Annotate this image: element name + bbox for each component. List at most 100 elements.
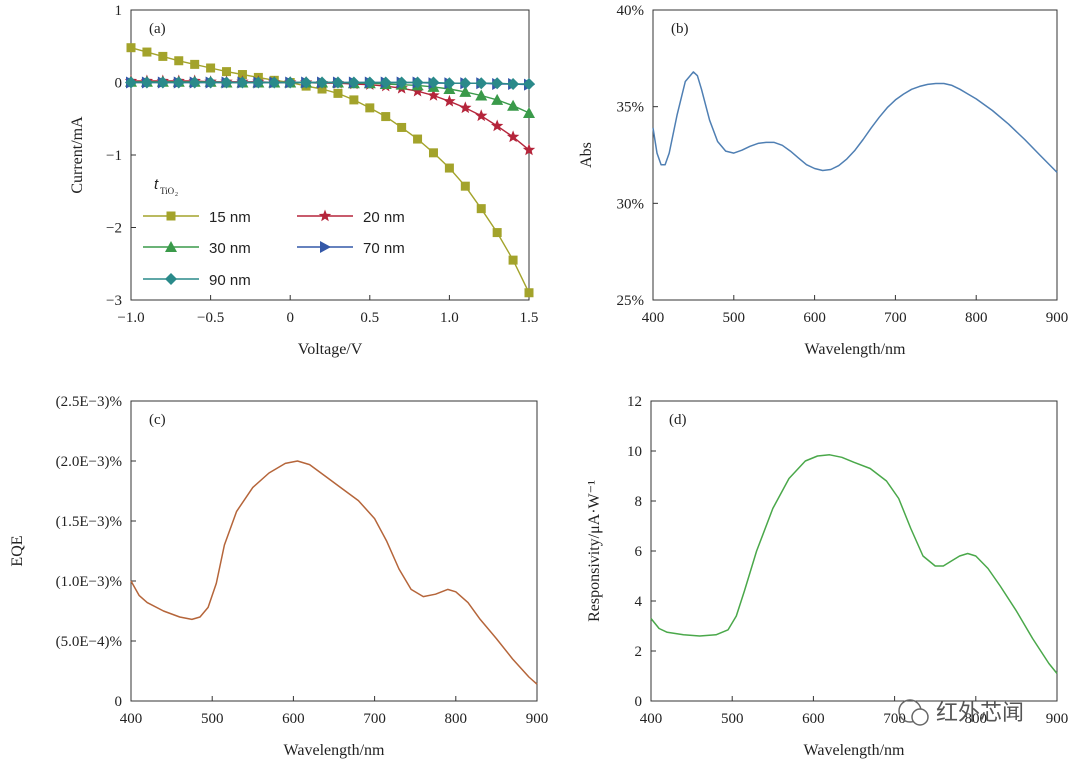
x-axis-label: Wavelength/nm [805, 341, 906, 358]
data-point-triangle [507, 99, 520, 111]
data-point-square [142, 47, 152, 57]
x-tick-label: 1.5 [520, 310, 539, 326]
data-point-square [492, 228, 502, 238]
data-point-square [174, 56, 184, 66]
legend-label: 70 nm [363, 240, 405, 257]
data-point-square [365, 103, 375, 113]
y-tick-label: 40% [617, 3, 645, 19]
data-point-square [349, 95, 359, 105]
data-point-square [397, 122, 407, 132]
y-axis-label: Responsivity/μA·W⁻¹ [586, 480, 603, 622]
data-point-diamond [411, 76, 424, 89]
data-point-square [126, 43, 136, 53]
data-point-square [317, 84, 327, 94]
chart-panel-3: 400 500 600 700 800 900121086420Wavelength/nm… [586, 394, 1068, 759]
data-point-diamond [475, 77, 488, 90]
x-tick-label: 600 [802, 711, 825, 727]
data-point-square [158, 51, 168, 61]
x-tick-label: 0.5 [360, 310, 379, 326]
data-point-star [506, 130, 520, 143]
data-point-diamond [347, 76, 360, 89]
legend-marker-star [318, 209, 332, 222]
y-tick-label: 8 [635, 494, 643, 510]
series-line-0 [130, 460, 538, 685]
data-point-square [508, 255, 518, 265]
data-point-star [491, 119, 504, 132]
legend-marker-diamond [165, 273, 177, 285]
data-point-square [222, 67, 232, 77]
chart-panel-0: −1.0 −0.5 0 0.5 1.0 1.5 1 0 −1 −2 −3 Voltage/V Curre… [69, 3, 538, 358]
chart-panel-1: 400 500 600 700 800 900 40% 35% 30% 25% Wavelength… [578, 3, 1068, 358]
y-tick-label: (1.5E−3)% [56, 514, 122, 530]
plot-frame [130, 400, 538, 702]
y-tick-label: 12 [627, 394, 642, 410]
data-point-star [443, 94, 456, 107]
data-point-diamond [523, 77, 535, 90]
x-axis-label: Voltage/V [298, 341, 363, 358]
panel-label: (c) [149, 412, 166, 428]
data-point-diamond [363, 76, 376, 89]
legend-marker-triangle-right [320, 241, 331, 253]
data-point-triangle [475, 89, 488, 101]
data-point-square [190, 59, 200, 69]
legend-label: 90 nm [209, 272, 251, 289]
data-point-diamond [300, 76, 313, 89]
legend-title-sub: TiO [160, 186, 175, 196]
watermark-text: 红外芯闻 [936, 701, 1024, 726]
chart-panel-2: 400 500 600 700 800 900 (2.5E−3)% (2.0E−3)% (1.5… [9, 394, 548, 759]
data-point-diamond [156, 76, 169, 89]
y-tick-label: 4 [635, 594, 643, 610]
x-tick-label: 900 [526, 711, 549, 727]
data-point-diamond [125, 76, 137, 89]
data-point-star [427, 89, 440, 101]
data-point-square [428, 148, 438, 158]
y-tick-label: (1.0E−3)% [56, 574, 122, 590]
data-point-diamond [172, 76, 185, 89]
x-tick-label: 500 [721, 711, 744, 727]
x-tick-label: 400 [640, 711, 663, 727]
data-point-square [381, 112, 391, 122]
x-tick-label: 0 [286, 310, 294, 326]
y-tick-label: 0 [635, 694, 643, 710]
y-tick-label: 0 [115, 76, 123, 92]
data-point-diamond [443, 77, 456, 90]
panel-label: (a) [149, 21, 166, 37]
legend-title: t [154, 176, 159, 193]
data-point-diamond [331, 76, 344, 89]
legend-marker-square [166, 211, 176, 221]
data-point-diamond [140, 76, 153, 89]
x-tick-label: −0.5 [197, 310, 224, 326]
data-point-square [476, 204, 486, 214]
data-point-diamond [236, 76, 249, 89]
x-tick-label: 700 [363, 711, 386, 727]
legend-label: 20 nm [363, 209, 405, 226]
legend-label: 30 nm [209, 240, 251, 257]
data-point-square [413, 134, 423, 144]
y-tick-label: 25% [617, 293, 645, 309]
data-point-square [206, 63, 216, 73]
x-tick-label: 800 [965, 711, 988, 727]
data-point-diamond [220, 76, 233, 89]
y-tick-label: 2 [635, 644, 643, 660]
data-point-diamond [459, 77, 472, 90]
x-tick-label: 800 [445, 711, 468, 727]
y-axis-label: Current/mA [69, 116, 86, 194]
data-point-square [524, 288, 534, 298]
data-point-triangle [459, 85, 472, 97]
y-tick-label: 30% [617, 196, 645, 212]
data-point-star [411, 84, 424, 97]
data-point-diamond [379, 76, 392, 89]
y-axis-label: Abs [578, 142, 595, 168]
plot-frame [130, 9, 530, 301]
data-point-star [475, 109, 488, 122]
y-tick-label: (2.0E−3)% [56, 454, 122, 470]
data-point-diamond [395, 76, 408, 89]
plot-frame [650, 400, 1058, 702]
panel-label: (b) [671, 21, 689, 37]
y-tick-label: −1 [106, 148, 122, 164]
x-tick-label: 500 [201, 711, 224, 727]
y-tick-label: 1 [115, 3, 123, 19]
x-axis-label: Wavelength/nm [804, 742, 905, 759]
y-axis-label: EQE [9, 535, 26, 566]
